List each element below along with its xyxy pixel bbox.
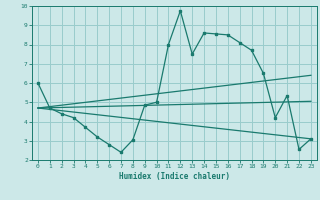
X-axis label: Humidex (Indice chaleur): Humidex (Indice chaleur) <box>119 172 230 181</box>
